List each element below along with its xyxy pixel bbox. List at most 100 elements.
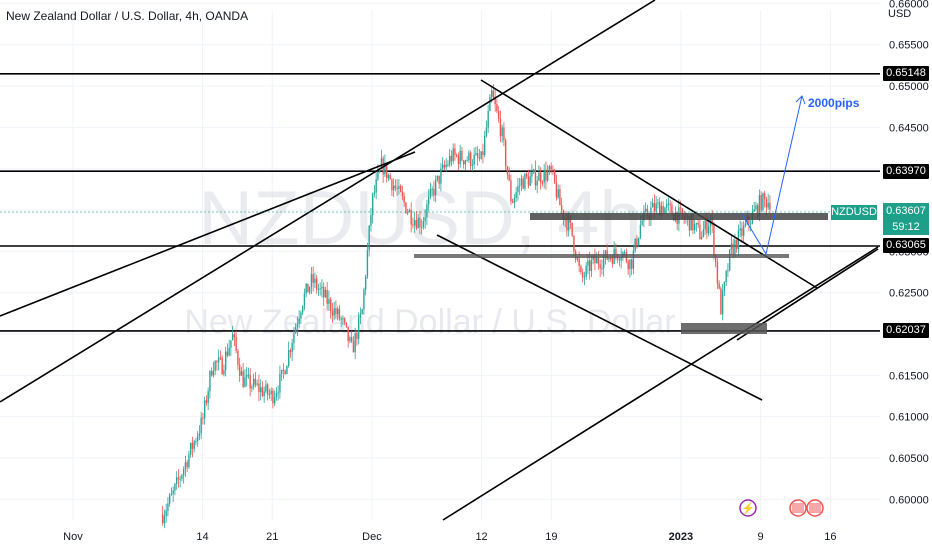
candle-body	[359, 314, 362, 318]
support-range-box[interactable]	[414, 254, 789, 258]
price-tick-label: 0.64500	[889, 122, 929, 134]
candle-body	[224, 351, 227, 371]
channel-lower-line[interactable]	[442, 246, 879, 521]
candle-body	[345, 322, 348, 327]
candle-body	[202, 417, 204, 419]
candle-body	[476, 152, 479, 158]
candle-body	[560, 205, 563, 211]
candle-body	[504, 140, 507, 167]
lightning-icon[interactable]	[739, 499, 757, 517]
candle-body	[763, 193, 766, 199]
time-tick-label: Dec	[362, 531, 382, 543]
demand-zone[interactable]	[681, 323, 767, 334]
candle-body	[529, 176, 531, 186]
candle-body	[238, 364, 241, 376]
resistance-zone[interactable]	[530, 213, 828, 220]
candle-body	[469, 152, 472, 166]
target-arrow-path[interactable]	[741, 95, 803, 256]
candle-body	[767, 202, 769, 208]
candle-body	[700, 237, 703, 240]
candle-body	[585, 265, 587, 277]
candle-body	[539, 172, 542, 183]
channel-upper-line-2[interactable]	[0, 151, 416, 317]
candle-body	[718, 283, 720, 289]
candle-body	[461, 150, 463, 161]
candle-body	[363, 289, 365, 310]
candle-body	[503, 127, 505, 141]
candle-body	[209, 371, 211, 392]
price-tick-label: 0.65000	[889, 81, 929, 93]
candle-body	[214, 361, 216, 371]
candle-body	[664, 207, 666, 214]
candle-body	[732, 243, 734, 255]
candle-body	[615, 248, 617, 255]
candle-body	[165, 510, 167, 517]
candle-body	[371, 193, 374, 216]
candle-body	[597, 258, 600, 265]
candle-body	[669, 203, 671, 205]
candle-body	[336, 308, 339, 315]
candle-body	[230, 340, 232, 348]
candle-body	[259, 387, 262, 393]
candle-body	[221, 357, 223, 375]
candle-body	[263, 391, 265, 397]
candle-body	[655, 203, 657, 212]
candle-body	[375, 179, 377, 193]
candle-body	[210, 371, 213, 376]
trend-drawings[interactable]: 2000pips	[0, 0, 879, 521]
candle-body	[280, 369, 283, 374]
candle-body	[364, 276, 367, 290]
candle-body	[581, 272, 584, 278]
wedge-lower-line[interactable]	[436, 234, 763, 401]
candle-body	[744, 223, 747, 226]
candle-body	[623, 252, 626, 254]
candle-body	[200, 417, 202, 434]
candle-body	[559, 189, 561, 206]
candle-body	[384, 163, 386, 175]
candle-body	[464, 160, 467, 165]
candle-body	[508, 174, 510, 181]
candle-body	[205, 400, 208, 403]
candle-body	[483, 135, 486, 156]
candle-body	[203, 400, 206, 419]
candle-body	[599, 264, 601, 269]
candle-body	[447, 164, 449, 166]
channel-upper-line[interactable]	[0, 0, 656, 403]
candle-body	[660, 205, 663, 216]
symbol-tag: NZDUSD	[831, 205, 877, 220]
time-axis: Nov 14 21 Dec 12 19 2023 9 16	[63, 531, 836, 543]
candle-body	[193, 441, 195, 449]
candle-body	[518, 185, 521, 187]
candle-body	[196, 435, 199, 442]
candle-body	[742, 225, 745, 236]
candle-body	[357, 317, 360, 340]
wedge-upper-line[interactable]	[480, 79, 818, 289]
candle-body	[163, 516, 166, 524]
candle-body	[410, 209, 412, 225]
candle-body	[706, 220, 708, 234]
candle-body	[265, 384, 267, 392]
candle-body	[531, 172, 533, 177]
candle-body	[293, 333, 295, 344]
candle-body	[191, 442, 194, 449]
candle-body	[487, 111, 489, 128]
candle-body	[377, 172, 379, 180]
candle-body	[272, 390, 274, 404]
candle-body	[651, 202, 654, 208]
candle-body	[667, 203, 670, 205]
candle-body	[307, 283, 309, 293]
candle-body	[247, 374, 250, 376]
events-row[interactable]: ⚡	[739, 499, 824, 517]
candle-body	[690, 214, 692, 231]
candle-body	[245, 374, 248, 378]
candle-body	[287, 350, 290, 366]
candle-body	[340, 318, 342, 320]
currency-label: USD	[888, 8, 912, 20]
candle-body	[462, 160, 465, 165]
candle-body	[583, 276, 586, 278]
candle-body	[396, 187, 398, 190]
candle-body	[252, 378, 255, 387]
candle-body	[713, 224, 715, 255]
candle-body	[305, 283, 307, 294]
